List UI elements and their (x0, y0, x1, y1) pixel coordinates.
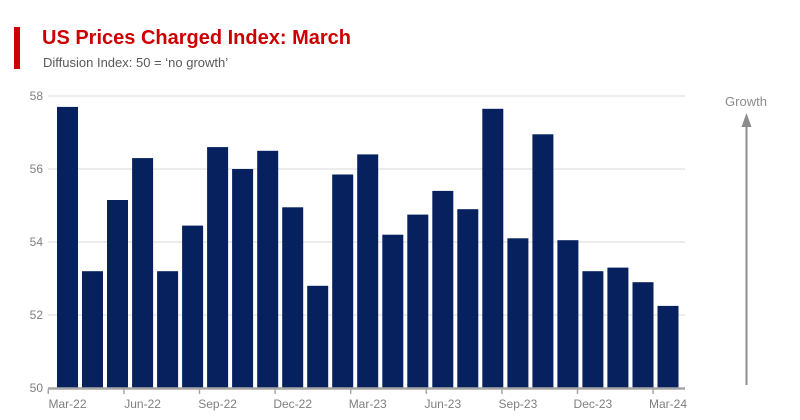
bar (182, 225, 204, 388)
x-tick-label: Sep-23 (499, 397, 538, 411)
bar (407, 214, 429, 388)
growth-label: Growth (725, 94, 767, 109)
bar (132, 158, 154, 388)
bar (82, 271, 103, 388)
x-tick-label: Dec-22 (273, 397, 312, 411)
growth-arrow-icon (741, 113, 752, 385)
bar (432, 190, 454, 388)
y-tick-label: 50 (30, 381, 44, 395)
x-tick-label: Jun-23 (424, 397, 461, 411)
title-accent-bar (14, 27, 20, 69)
bar (532, 134, 554, 388)
bar (457, 209, 479, 388)
bar (482, 108, 504, 389)
bar (307, 285, 329, 388)
chart-subtitle: Diffusion Index: 50 = ‘no growth’ (43, 55, 229, 70)
bar (382, 234, 404, 388)
x-tick-label: Mar-23 (349, 397, 387, 411)
chart-title: US Prices Charged Index: March (42, 27, 351, 49)
y-tick-label: 52 (30, 308, 44, 322)
x-tick-label: Sep-22 (198, 397, 237, 411)
x-tick-label: Dec-23 (574, 397, 613, 411)
bar (107, 200, 128, 388)
bar (657, 305, 679, 388)
x-tick-label: Jun-22 (124, 397, 161, 411)
bar (257, 150, 279, 389)
bar (582, 271, 604, 388)
plot-area: 50 52 54 56 58 Mar-22 Jun-22 Sep-22 Dec-22 Mar-23… (30, 89, 688, 411)
bar (332, 174, 354, 388)
bar (282, 207, 304, 388)
bar (557, 240, 579, 388)
x-tick-label: Mar-24 (649, 397, 687, 411)
y-tick-label: 58 (30, 89, 44, 103)
bar (632, 282, 654, 388)
x-tick-label: Mar-22 (48, 397, 86, 411)
y-tick-label: 54 (30, 235, 44, 249)
bar (357, 154, 379, 388)
bar (207, 147, 229, 388)
bar (507, 238, 529, 388)
bar (157, 271, 179, 388)
y-tick-label: 56 (30, 162, 44, 176)
bar (57, 106, 78, 389)
bar (232, 169, 254, 388)
growth-annotation: Growth (725, 94, 767, 385)
bar (607, 267, 629, 388)
